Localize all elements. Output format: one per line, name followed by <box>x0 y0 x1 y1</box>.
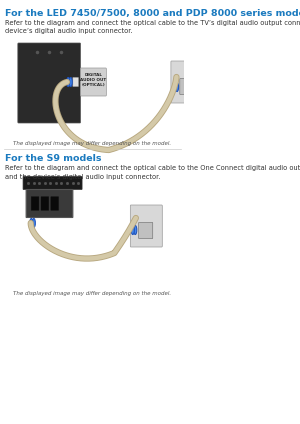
FancyBboxPatch shape <box>80 68 106 96</box>
Ellipse shape <box>67 78 70 86</box>
Ellipse shape <box>69 78 72 86</box>
FancyBboxPatch shape <box>26 190 73 218</box>
Ellipse shape <box>173 83 176 92</box>
Text: The displayed image may differ depending on the model.: The displayed image may differ depending… <box>13 141 171 146</box>
FancyBboxPatch shape <box>51 197 58 210</box>
FancyBboxPatch shape <box>73 78 78 86</box>
FancyBboxPatch shape <box>18 43 80 123</box>
Text: AUDIO OUT: AUDIO OUT <box>80 78 106 82</box>
FancyBboxPatch shape <box>31 197 39 210</box>
Text: The displayed image may differ depending on the model.: The displayed image may differ depending… <box>13 291 171 296</box>
Text: Refer to the diagram and connect the optical cable to the TV’s digital audio out: Refer to the diagram and connect the opt… <box>5 20 300 34</box>
Text: (OPTICAL): (OPTICAL) <box>82 83 105 87</box>
Text: Refer to the diagram and connect the optical cable to the One Connect digital au: Refer to the diagram and connect the opt… <box>5 165 300 179</box>
Ellipse shape <box>176 83 178 92</box>
FancyBboxPatch shape <box>171 61 203 103</box>
FancyBboxPatch shape <box>130 205 162 247</box>
Ellipse shape <box>32 218 35 228</box>
Text: DIGITAL: DIGITAL <box>84 73 102 77</box>
Ellipse shape <box>131 226 134 234</box>
FancyBboxPatch shape <box>139 223 153 238</box>
FancyBboxPatch shape <box>23 176 82 190</box>
FancyBboxPatch shape <box>180 78 194 95</box>
Ellipse shape <box>30 218 33 228</box>
Text: For the S9 models: For the S9 models <box>5 154 101 163</box>
FancyBboxPatch shape <box>41 197 49 210</box>
Text: For the LED 7450/7500, 8000 and PDP 8000 series models: For the LED 7450/7500, 8000 and PDP 8000… <box>5 9 300 18</box>
Ellipse shape <box>134 226 137 234</box>
